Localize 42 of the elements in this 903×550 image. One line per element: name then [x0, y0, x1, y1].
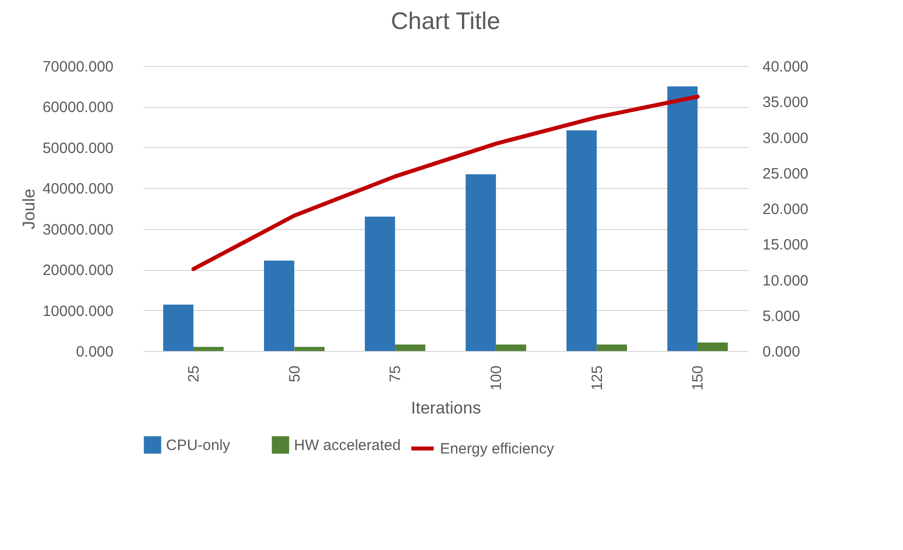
- bar: [596, 344, 627, 351]
- y2-tick-label: 5.000: [762, 308, 800, 325]
- x-tick-label: 150: [690, 366, 707, 391]
- y2-tick-label: 25.000: [762, 165, 808, 182]
- y2-tick-label: 20.000: [762, 201, 808, 218]
- x-tick-label: 50: [286, 366, 304, 382]
- x-axis-title: Iterations: [411, 398, 481, 418]
- y-tick-label: 70000.000: [42, 58, 114, 76]
- bar: [395, 344, 426, 351]
- y-tick-label: 0.000: [76, 344, 114, 360]
- line-series: [191, 94, 700, 272]
- y-tick-label: 10000.000: [42, 302, 114, 320]
- x-tick-label: 25: [185, 366, 202, 382]
- bar: [364, 216, 396, 351]
- y-axis-title: Joule: [20, 188, 39, 230]
- y2-tick-label: 0.000: [762, 344, 800, 360]
- bar: [566, 130, 597, 351]
- bar: [698, 342, 728, 351]
- y-tick-label: 30000.000: [42, 221, 114, 238]
- x-tick-label: 100: [488, 366, 505, 391]
- chart-title: Chart Title: [390, 8, 500, 35]
- y2-tick-label: 15.000: [762, 236, 808, 254]
- bar: [466, 174, 496, 351]
- bar: [496, 344, 526, 351]
- bar: [667, 86, 698, 351]
- y-tick-label: 20000.000: [42, 262, 114, 280]
- bar: [193, 346, 224, 351]
- x-tick-label: 75: [387, 366, 404, 382]
- y-tick-label: 60000.000: [42, 99, 114, 116]
- legend-label: CPU-only: [166, 436, 231, 454]
- legend-label: HW accelerated: [294, 436, 401, 454]
- bar: [163, 304, 194, 351]
- x-tick-label: 125: [588, 366, 606, 391]
- legend-label: Energy efficiency: [440, 440, 554, 458]
- bar: [264, 260, 294, 351]
- bar: [294, 346, 324, 351]
- y2-tick-label: 40.000: [762, 58, 808, 76]
- y2-tick-label: 10.000: [762, 272, 808, 290]
- y-tick-label: 40000.000: [42, 180, 114, 198]
- y2-tick-label: 30.000: [762, 130, 808, 147]
- y-tick-label: 50000.000: [42, 140, 114, 157]
- y2-tick-label: 35.000: [762, 94, 808, 112]
